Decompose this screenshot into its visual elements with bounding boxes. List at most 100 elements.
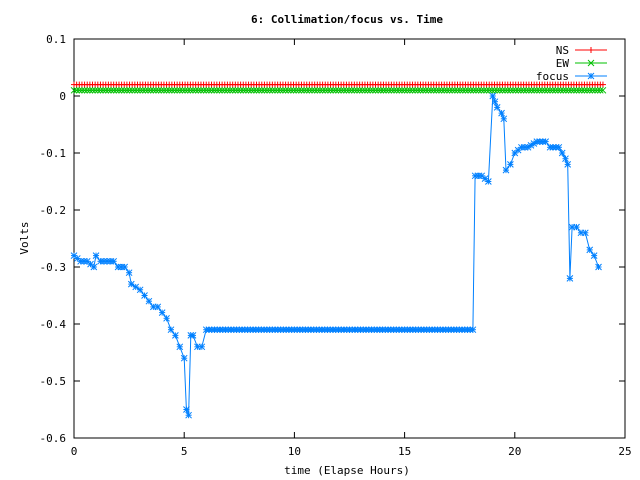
data-point (573, 86, 580, 94)
data-point (549, 86, 557, 94)
data-point (247, 86, 255, 94)
data-point (395, 86, 403, 94)
data-point (271, 86, 279, 94)
data-point (284, 86, 292, 94)
data-point (115, 86, 123, 94)
data-point (218, 86, 226, 94)
data-point (350, 86, 358, 94)
data-point (596, 86, 604, 94)
data-point (163, 86, 170, 94)
data-point (255, 86, 263, 94)
data-point (73, 86, 80, 94)
data-point (578, 86, 586, 94)
data-point (562, 86, 570, 94)
data-point (321, 86, 329, 94)
data-point (512, 86, 520, 94)
data-point (221, 86, 229, 94)
data-point (105, 86, 112, 94)
data-point (581, 229, 589, 237)
data-point (266, 86, 274, 94)
data-point (448, 86, 456, 94)
data-point (554, 86, 562, 94)
data-point (528, 86, 535, 94)
data-point (139, 86, 147, 94)
data-point (152, 86, 160, 94)
y-tick-label: -0.3 (40, 261, 67, 274)
data-point (496, 86, 504, 94)
data-point (345, 86, 353, 94)
data-point (485, 86, 493, 94)
data-point (446, 86, 453, 94)
data-point (258, 86, 266, 94)
data-point (462, 86, 469, 94)
data-point (567, 86, 575, 94)
data-point (128, 86, 136, 94)
data-point (253, 86, 260, 94)
data-point (141, 292, 148, 299)
data-point (202, 86, 210, 94)
plot-frame (73, 38, 626, 439)
data-point (131, 86, 139, 94)
data-point (575, 86, 583, 94)
data-point (595, 263, 602, 271)
data-point (541, 86, 549, 94)
data-point (493, 86, 501, 94)
data-point (99, 86, 107, 94)
data-point (198, 343, 206, 351)
x-axis-label: time (Elapse Hours) (284, 464, 410, 477)
data-point (443, 86, 451, 94)
data-point (380, 86, 387, 94)
data-point (308, 86, 316, 94)
data-point (179, 86, 186, 94)
data-point (324, 86, 332, 94)
data-point (456, 86, 464, 94)
data-point (92, 252, 100, 259)
data-point (438, 86, 445, 94)
data-point (239, 86, 247, 94)
legend-label-NS: NS (556, 44, 569, 57)
data-point (136, 86, 144, 94)
data-point (332, 86, 340, 94)
data-point (464, 86, 472, 94)
x-tick-label: 25 (618, 445, 631, 458)
data-point (136, 286, 144, 294)
data-point (502, 166, 510, 174)
data-point (208, 86, 215, 94)
data-point (126, 86, 133, 94)
y-axis-label: Volts (18, 221, 31, 254)
legend-label-focus: focus (536, 70, 569, 83)
data-point (245, 86, 252, 94)
data-point (112, 86, 120, 94)
data-point (361, 86, 369, 94)
data-point (530, 86, 538, 94)
data-point (562, 155, 569, 163)
data-point (590, 252, 598, 259)
data-point (478, 172, 486, 180)
data-point (83, 86, 91, 94)
data-point (599, 86, 607, 94)
data-point (586, 246, 594, 254)
data-point (470, 86, 477, 94)
data-point (216, 86, 223, 94)
series-line-focus (73, 95, 600, 416)
data-point (504, 86, 512, 94)
data-point (480, 86, 488, 94)
data-point (427, 86, 435, 94)
data-point (250, 86, 258, 94)
data-point (70, 252, 78, 259)
data-point (477, 86, 485, 94)
data-point (509, 86, 517, 94)
data-point (398, 86, 406, 94)
data-point (287, 86, 295, 94)
data-point (369, 86, 377, 94)
data-point (552, 86, 559, 94)
y-tick-label: -0.4 (40, 318, 67, 331)
data-point (224, 86, 231, 94)
data-point (353, 86, 361, 94)
data-point (594, 86, 602, 94)
data-point (329, 86, 337, 94)
data-point (234, 86, 242, 94)
data-point (422, 86, 430, 94)
axis-ticks: 0 5 10 15 20 25 0.1 0 -0.1 -0.2 -0.3 -0.4 -0.5 -0.6 (40, 33, 632, 458)
data-point (192, 86, 200, 94)
